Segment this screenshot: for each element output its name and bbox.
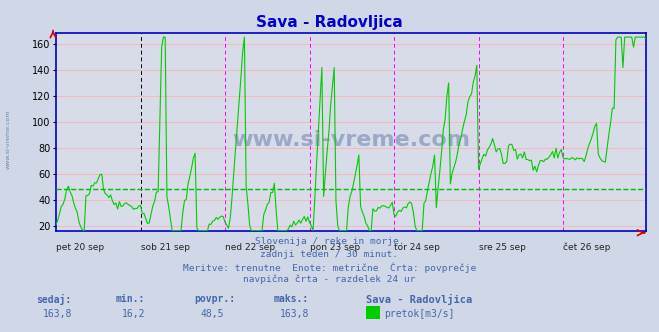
Text: www.si-vreme.com: www.si-vreme.com	[6, 110, 11, 169]
Text: ned 22 sep: ned 22 sep	[225, 243, 275, 252]
Text: pretok[m3/s]: pretok[m3/s]	[384, 309, 455, 319]
Text: Meritve: trenutne  Enote: metrične  Črta: povprečje: Meritve: trenutne Enote: metrične Črta: …	[183, 262, 476, 273]
Text: min.:: min.:	[115, 294, 145, 304]
Text: navpična črta - razdelek 24 ur: navpična črta - razdelek 24 ur	[243, 275, 416, 285]
Text: 163,8: 163,8	[43, 309, 72, 319]
Text: 48,5: 48,5	[201, 309, 225, 319]
Text: Sava - Radovljica: Sava - Radovljica	[256, 15, 403, 30]
Text: sedaj:: sedaj:	[36, 294, 71, 305]
Text: čet 26 sep: čet 26 sep	[563, 243, 610, 252]
Text: pet 20 sep: pet 20 sep	[56, 243, 104, 252]
Text: 163,8: 163,8	[280, 309, 310, 319]
Text: Sava - Radovljica: Sava - Radovljica	[366, 294, 472, 305]
Text: tor 24 sep: tor 24 sep	[394, 243, 440, 252]
Text: sre 25 sep: sre 25 sep	[478, 243, 525, 252]
Text: sob 21 sep: sob 21 sep	[140, 243, 190, 252]
Text: maks.:: maks.:	[273, 294, 308, 304]
Text: pon 23 sep: pon 23 sep	[310, 243, 360, 252]
Text: www.si-vreme.com: www.si-vreme.com	[232, 130, 470, 150]
Text: povpr.:: povpr.:	[194, 294, 235, 304]
Text: Slovenija / reke in morje.: Slovenija / reke in morje.	[255, 237, 404, 246]
Text: 16,2: 16,2	[122, 309, 146, 319]
Text: zadnji teden / 30 minut.: zadnji teden / 30 minut.	[260, 250, 399, 259]
